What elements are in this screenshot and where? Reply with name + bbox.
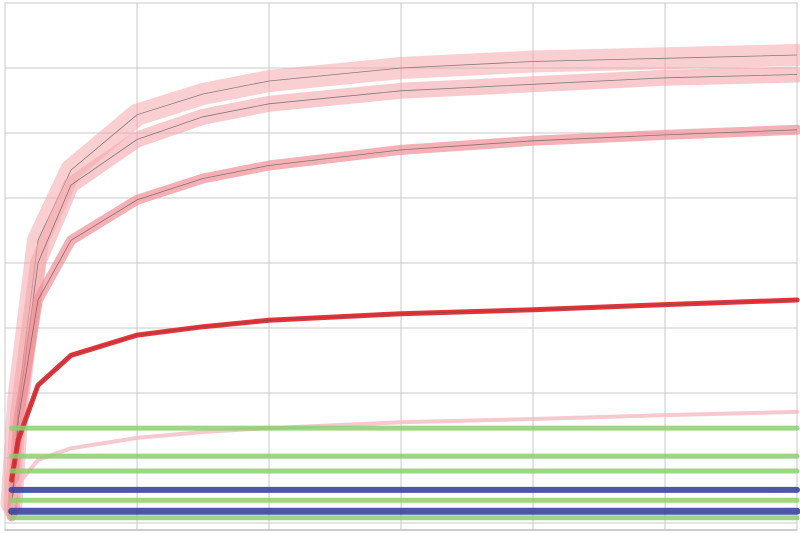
series-line bbox=[9, 409, 799, 512]
trend-line bbox=[11, 129, 798, 517]
trend-line bbox=[11, 299, 798, 481]
